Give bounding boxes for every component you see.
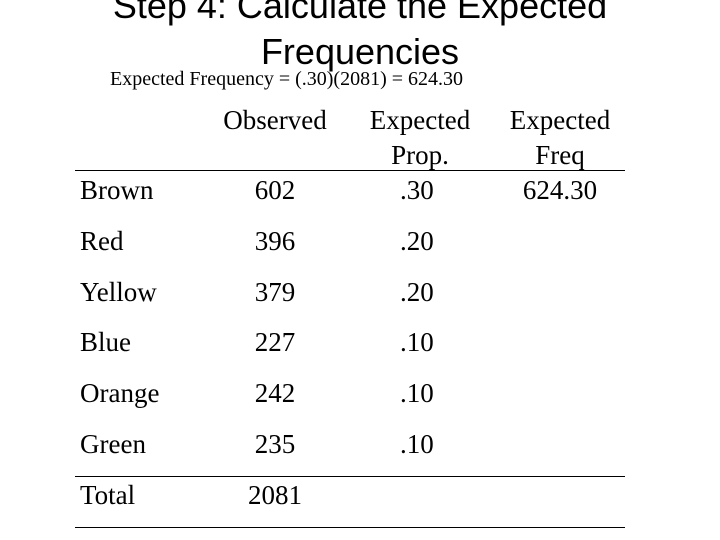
table-cell: .20 bbox=[400, 276, 434, 307]
table-cell: .20 bbox=[400, 225, 434, 256]
table-cell: 624.30 bbox=[522, 175, 598, 205]
table-cell: .10 bbox=[400, 429, 434, 459]
row-label: Total bbox=[80, 479, 136, 510]
table-cell: 227 bbox=[254, 327, 296, 358]
column-header: Observed bbox=[223, 105, 327, 135]
row-label: Orange bbox=[80, 378, 160, 409]
row-label: Blue bbox=[80, 327, 131, 358]
slide-title: Frequencies bbox=[260, 31, 460, 72]
table-rule bbox=[75, 527, 625, 528]
table-cell: 379 bbox=[254, 276, 296, 307]
table-cell: 2081 bbox=[248, 479, 302, 510]
table-cell: 242 bbox=[254, 378, 296, 409]
column-header: Expected bbox=[369, 105, 471, 135]
row-label: Green bbox=[80, 429, 146, 459]
row-label: Brown bbox=[80, 175, 154, 205]
column-header: Expected bbox=[509, 105, 611, 135]
row-label: Yellow bbox=[80, 276, 157, 307]
slide-title: Step 4: Calculate the Expected bbox=[112, 0, 608, 26]
table-cell: 602 bbox=[254, 175, 296, 205]
table-cell: 396 bbox=[254, 225, 296, 256]
table-rule bbox=[75, 170, 625, 171]
row-label: Red bbox=[80, 225, 124, 256]
column-header: Prop. bbox=[391, 140, 449, 170]
table-cell: .30 bbox=[400, 175, 434, 205]
table-cell: .10 bbox=[400, 327, 434, 358]
table-cell: 235 bbox=[254, 429, 296, 459]
table-cell: .10 bbox=[400, 378, 434, 409]
column-header: Freq bbox=[535, 140, 585, 170]
table-rule bbox=[75, 476, 625, 477]
formula: Expected Frequency = (.30)(2081) = 624.3… bbox=[110, 68, 464, 90]
